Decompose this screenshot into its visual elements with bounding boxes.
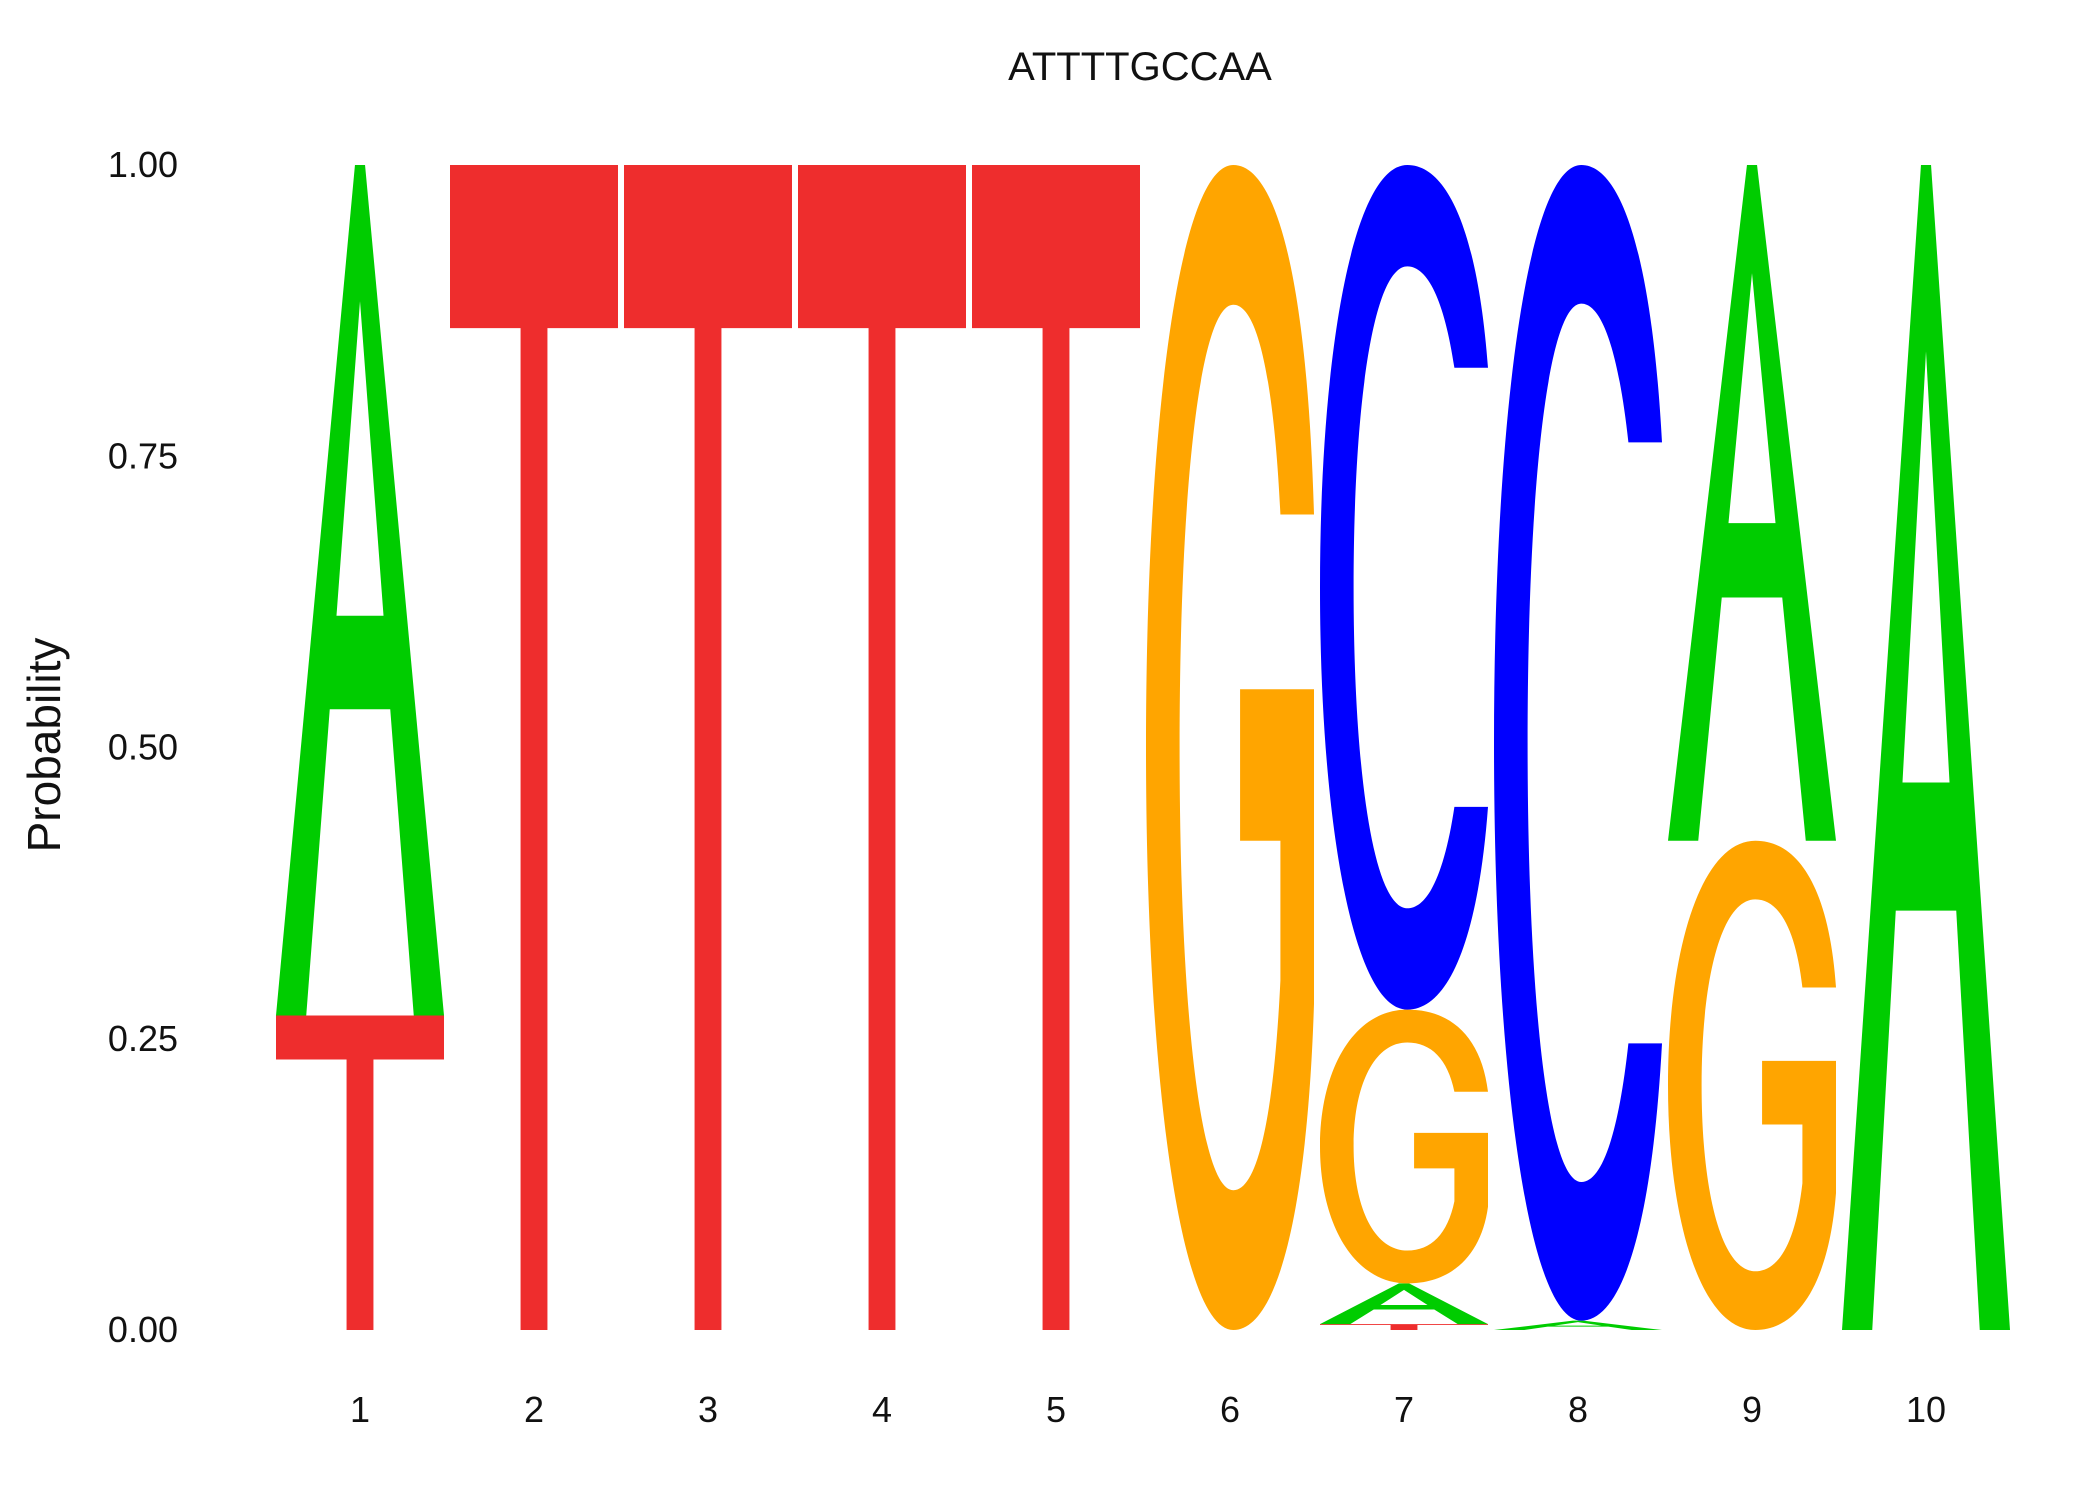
y-tick-label: 0.75 xyxy=(108,435,178,476)
x-tick-label: 7 xyxy=(1394,1389,1414,1430)
x-tick-label: 2 xyxy=(524,1389,544,1430)
y-tick-label: 0.25 xyxy=(108,1018,178,1059)
letter-T-pos-2 xyxy=(450,165,618,1330)
letter-A-pos-10 xyxy=(1842,165,2010,1330)
letter-T-pos-7 xyxy=(1320,1324,1488,1330)
letter-A-pos-9 xyxy=(1668,165,1836,841)
x-tick-label: 4 xyxy=(872,1389,892,1430)
letter-T-pos-4 xyxy=(798,165,966,1330)
x-tick-label: 5 xyxy=(1046,1389,1066,1430)
y-axis-label: Probability xyxy=(18,638,70,853)
x-axis: 1 2 3 4 5 6 7 8 9 10 xyxy=(350,1389,1946,1430)
x-tick-label: 9 xyxy=(1742,1389,1762,1430)
x-tick-label: 10 xyxy=(1906,1389,1946,1430)
letter-C-pos-7 xyxy=(1320,165,1488,1010)
y-tick-label: 0.50 xyxy=(108,727,178,768)
x-tick-label: 3 xyxy=(698,1389,718,1430)
y-tick-label: 0.00 xyxy=(108,1309,178,1350)
letter-T-pos-3 xyxy=(624,165,792,1330)
letter-T-pos-5 xyxy=(972,165,1140,1330)
letter-C-pos-8 xyxy=(1494,165,1662,1321)
x-tick-label: 8 xyxy=(1568,1389,1588,1430)
y-axis: 0.00 0.25 0.50 0.75 1.00 xyxy=(108,144,178,1350)
x-tick-label: 1 xyxy=(350,1389,370,1430)
letter-A-pos-7 xyxy=(1320,1283,1488,1325)
letter-G-pos-7 xyxy=(1320,1009,1488,1284)
letter-stacks xyxy=(276,165,2010,1330)
letter-A-pos-8 xyxy=(1494,1320,1662,1330)
letter-A-pos-1 xyxy=(276,165,444,1016)
y-tick-label: 1.00 xyxy=(108,144,178,185)
letter-G-pos-6 xyxy=(1146,165,1314,1330)
letter-T-pos-1 xyxy=(276,1015,444,1330)
chart-title: ATTTTGCCAA xyxy=(1008,45,1272,89)
x-tick-label: 6 xyxy=(1220,1389,1240,1430)
letter-G-pos-9 xyxy=(1668,840,1836,1330)
